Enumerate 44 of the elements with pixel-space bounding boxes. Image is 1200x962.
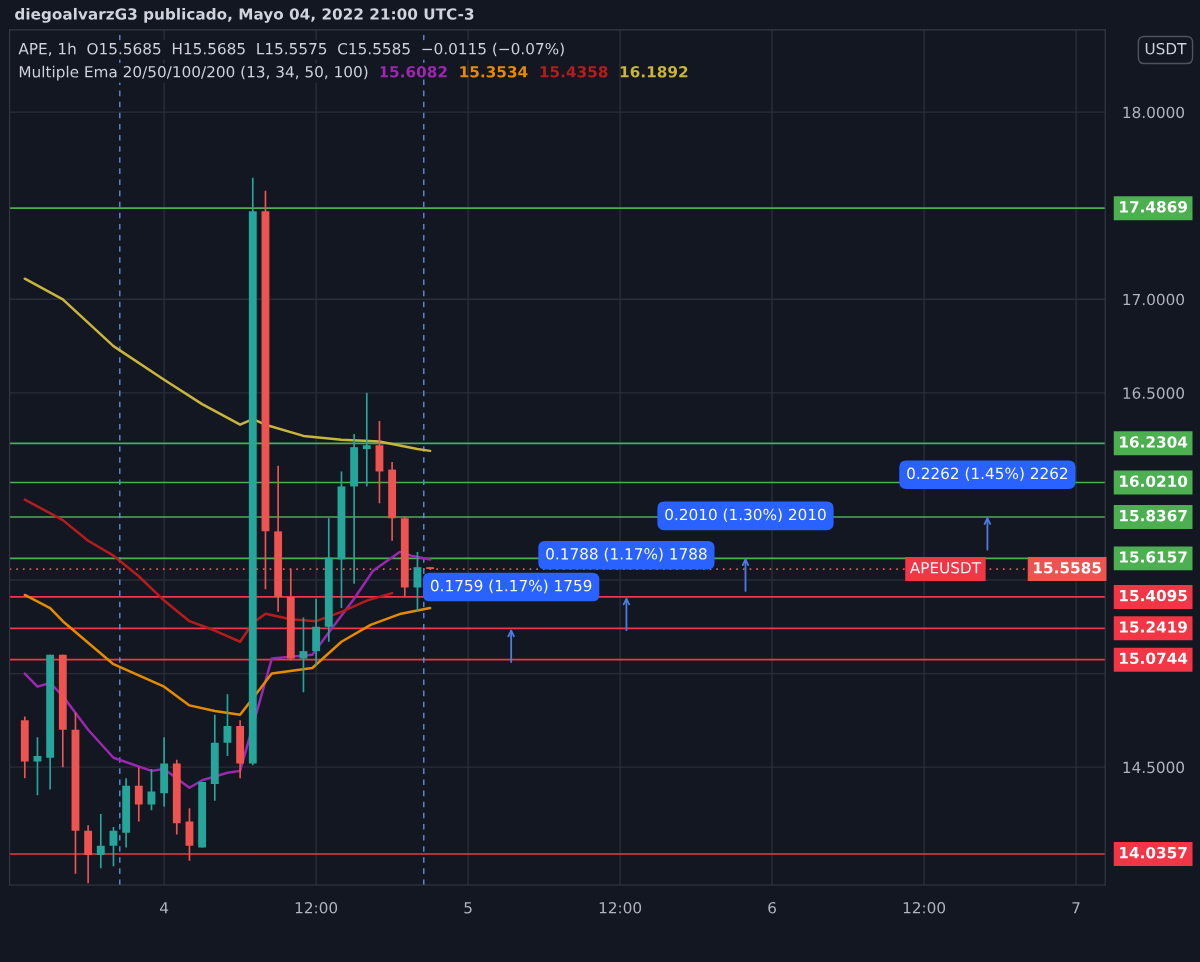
x-tick-label: 12:00 xyxy=(903,901,946,914)
candlestick xyxy=(96,813,105,870)
line-series xyxy=(23,498,394,644)
text: 15.6082 xyxy=(380,66,447,78)
x-tick-label: 7 xyxy=(1072,902,1080,914)
chart-title: diegoalvarzG3 publicado, Mayo 04, 2022 21:00 UTC-3 xyxy=(15,7,474,23)
ref-line-label: 15.8367 xyxy=(1120,509,1187,522)
text: 15.4358 xyxy=(540,66,608,78)
y-tick-label: 17.0000 xyxy=(1123,293,1185,306)
text: 16.1892 xyxy=(620,66,688,78)
annotation: 0.1788 (1.17%) 1788 xyxy=(546,547,707,562)
x-tick-label: 12:00 xyxy=(599,901,642,914)
candlestick xyxy=(134,766,143,823)
ref-line-label: 14.0357 xyxy=(1120,846,1187,859)
ref-line-label: 15.4095 xyxy=(1120,589,1187,602)
candlestick xyxy=(362,392,371,488)
ref-line-label: 15.6157 xyxy=(1120,551,1187,563)
annotation: Multiple Ema 20/50/100/200 (13, 34, 50, 100) xyxy=(19,65,368,81)
ref-line-label: 16.0210 xyxy=(1120,475,1188,487)
ref-line-label: 16.2304 xyxy=(1120,436,1188,448)
ref-line-label: 17.4869 xyxy=(1120,201,1187,213)
annotation: 0.2010 (1.30%) 2010 xyxy=(665,508,826,523)
y-tick-label: 16.5000 xyxy=(1123,387,1185,399)
line-series xyxy=(23,593,432,716)
x-tick-label: 5 xyxy=(464,902,472,914)
y-tick-label: 18.0000 xyxy=(1123,106,1185,119)
text: USDT xyxy=(1145,42,1187,55)
candlestick xyxy=(299,616,308,694)
annotation: APEUSDT xyxy=(909,561,982,574)
x-tick-label: 12:00 xyxy=(295,901,338,914)
candlestick xyxy=(223,693,232,757)
ref-line-label: 15.5585 xyxy=(1034,561,1101,574)
candlestick xyxy=(147,768,156,812)
ref-line-label: 15.0744 xyxy=(1120,652,1188,665)
annotation: 0.1759 (1.17%) 1759 xyxy=(430,579,592,594)
y-tick-label: 14.5000 xyxy=(1123,761,1185,774)
x-tick-label: 6 xyxy=(768,901,776,914)
text: APE, 1h O15.5685 H15.5685 L15.5575 C15.5585 −0.0115 (−0.07%) xyxy=(18,42,564,57)
ref-line-label: 15.2419 xyxy=(1120,621,1187,633)
annotation: 0.2262 (1.45%) 2262 xyxy=(907,467,1068,481)
x-tick-label: 4 xyxy=(160,902,169,914)
line-series xyxy=(23,277,432,453)
text: 15.3534 xyxy=(460,66,528,78)
candlestick xyxy=(33,736,42,797)
